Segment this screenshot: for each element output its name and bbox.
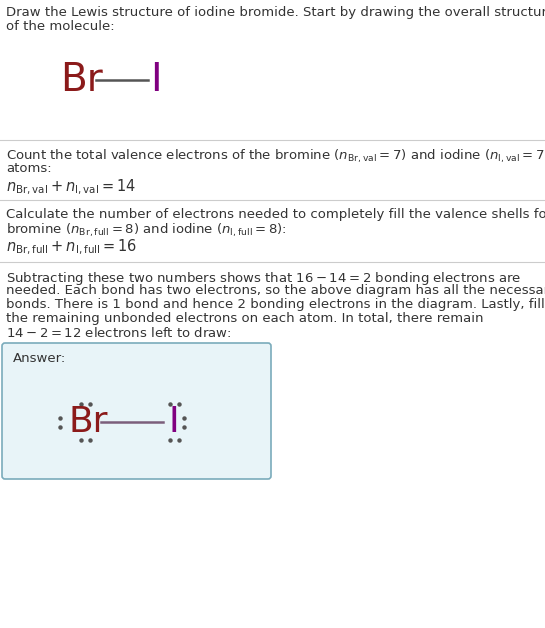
Text: of the molecule:: of the molecule:	[6, 20, 114, 33]
Text: I: I	[150, 61, 162, 99]
FancyBboxPatch shape	[2, 343, 271, 479]
Text: Br: Br	[68, 405, 107, 439]
Text: $n_{\mathrm{Br,full}} + n_{\mathrm{I,full}} = 16$: $n_{\mathrm{Br,full}} + n_{\mathrm{I,ful…	[6, 238, 137, 257]
Text: needed. Each bond has two electrons, so the above diagram has all the necessary: needed. Each bond has two electrons, so …	[6, 284, 545, 297]
Text: bonds. There is 1 bond and hence 2 bonding electrons in the diagram. Lastly, fil: bonds. There is 1 bond and hence 2 bondi…	[6, 298, 545, 311]
Text: Draw the Lewis structure of iodine bromide. Start by drawing the overall structu: Draw the Lewis structure of iodine bromi…	[6, 6, 545, 19]
Text: Subtracting these two numbers shows that $16 - 14 = 2$ bonding electrons are: Subtracting these two numbers shows that…	[6, 270, 522, 287]
Text: atoms:: atoms:	[6, 162, 52, 175]
Text: $14 - 2 = 12$ electrons left to draw:: $14 - 2 = 12$ electrons left to draw:	[6, 326, 232, 340]
Text: Count the total valence electrons of the bromine ($n_{\mathrm{Br,val}} = 7$) and: Count the total valence electrons of the…	[6, 148, 545, 165]
Text: bromine ($n_{\mathrm{Br,full}} = 8$) and iodine ($n_{\mathrm{I,full}} = 8$):: bromine ($n_{\mathrm{Br,full}} = 8$) and…	[6, 222, 287, 239]
Text: Br: Br	[60, 61, 103, 99]
Text: I: I	[168, 405, 179, 439]
Text: Calculate the number of electrons needed to completely fill the valence shells f: Calculate the number of electrons needed…	[6, 208, 545, 221]
Text: $n_{\mathrm{Br,val}} + n_{\mathrm{I,val}} = 14$: $n_{\mathrm{Br,val}} + n_{\mathrm{I,val}…	[6, 178, 136, 197]
Text: Answer:: Answer:	[13, 352, 66, 365]
Text: the remaining unbonded electrons on each atom. In total, there remain: the remaining unbonded electrons on each…	[6, 312, 483, 325]
